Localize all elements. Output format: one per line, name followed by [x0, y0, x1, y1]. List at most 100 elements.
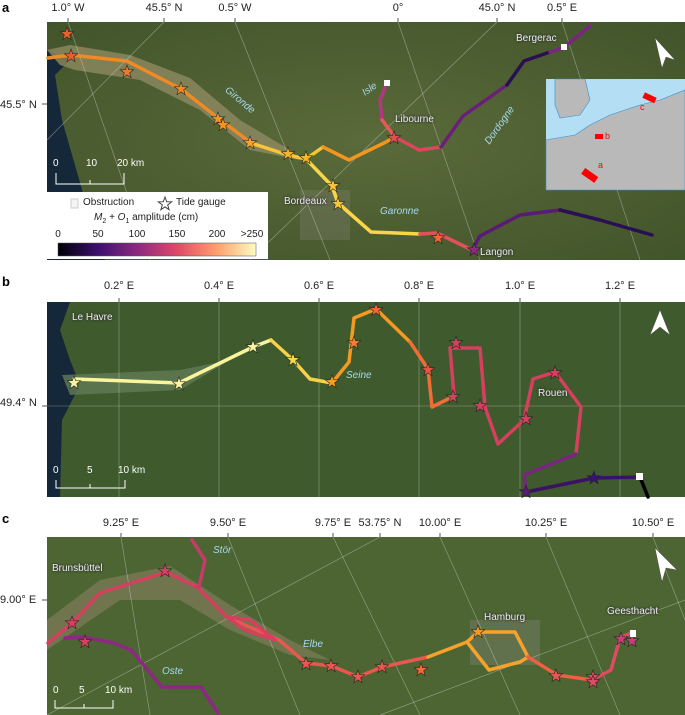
x-tick-b-2: 0.6° E	[303, 280, 335, 292]
tide-gauge-star	[445, 389, 461, 404]
tide-gauge-star	[330, 196, 346, 211]
x-tick-b-1: 0.4° E	[203, 280, 235, 292]
graticule-line	[379, 599, 685, 715]
sea-b	[47, 302, 80, 497]
river-segment	[269, 338, 334, 385]
tide-gauge-star	[285, 352, 301, 367]
river-segment	[470, 208, 562, 252]
colorbar-tick-50: 50	[92, 229, 104, 240]
x-tick-c-3: 53.75° N	[358, 517, 402, 529]
x-tick-a-1: 45.5° N	[145, 2, 183, 14]
x-tick-a-3: 0°	[392, 2, 404, 14]
north-arrow-icon-c	[654, 547, 678, 583]
x-tick-b-0: 0.2° E	[103, 280, 135, 292]
scale-b-0: 0	[53, 465, 59, 476]
tide-gauge-star-icon	[156, 195, 174, 211]
x-tick-a-4: 45.0° N	[478, 2, 516, 14]
river-segment	[190, 538, 207, 589]
x-tick-a-0: 1.0° W	[51, 2, 85, 14]
place-geesthacht: Geesthacht	[607, 606, 659, 617]
tide-gauge-star	[210, 111, 226, 126]
x-tick-c-5: 10.25° E	[524, 517, 568, 529]
panel-label-a: a	[2, 0, 10, 15]
tide-gauge-star	[548, 668, 564, 683]
colorbar	[57, 242, 257, 257]
scale-c-10: 10 km	[105, 685, 133, 696]
graticule-line	[46, 21, 165, 141]
scale-a-10: 10	[86, 158, 98, 169]
river-label-elbe: Elbe	[303, 639, 324, 650]
tide-gauge-star	[518, 484, 534, 499]
river-segment	[321, 135, 397, 162]
scale-c-5: 5	[79, 685, 85, 696]
graticule-line	[332, 536, 421, 715]
y-tick-c-0: 9.00° E	[0, 594, 37, 606]
tide-gauge-star	[66, 375, 82, 390]
x-tick-b-3: 0.8° E	[403, 280, 435, 292]
legend-colorbar-title: M2 + O1 amplitude (cm)	[94, 212, 199, 225]
inset-label-a: a	[598, 160, 604, 170]
river-segment	[505, 50, 552, 87]
graticule-line	[397, 21, 481, 261]
map-c-background	[47, 537, 685, 715]
north-arrow-icon-b	[649, 309, 671, 336]
tide-gauge-star	[386, 130, 402, 145]
graticule-line	[439, 536, 521, 715]
colorbar-tick-100: 100	[128, 229, 146, 240]
scale-bar-b	[55, 480, 126, 489]
place-langon: Langon	[480, 247, 514, 258]
river-label-oste: Oste	[162, 666, 184, 677]
river-segment	[638, 475, 650, 499]
river-label-garonne: Garonne	[380, 206, 419, 217]
y-tick-b-0: 49.4° N	[0, 397, 37, 409]
graticule-line	[249, 21, 498, 261]
place-libourne: Libourne	[395, 114, 434, 125]
place-le-havre: Le Havre	[72, 312, 113, 323]
tide-gauge-star	[413, 662, 429, 677]
x-tick-c-2: 9.75° E	[314, 517, 352, 529]
obstruction-seine	[636, 473, 643, 480]
tide-gauge-star	[585, 674, 601, 689]
river-segment	[448, 346, 583, 456]
x-tick-b-5: 1.2° E	[604, 280, 636, 292]
graticule-line	[46, 536, 381, 715]
tide-gauge-star	[171, 376, 187, 391]
scale-b-10: 10 km	[118, 465, 146, 476]
x-tick-a-2: 0.5° W	[218, 2, 252, 14]
river-segment	[378, 83, 388, 122]
tide-gauge-star	[430, 230, 446, 245]
obstruction-elbe	[630, 630, 636, 637]
inset-uk	[554, 78, 591, 119]
tide-gauge-star	[420, 362, 436, 377]
river-label-stoer: Stör	[213, 545, 232, 556]
river-segment	[465, 640, 530, 672]
x-tick-c-6: 10.50° E	[631, 517, 675, 529]
tide-gauge-star	[374, 659, 390, 674]
tide-gauge-star	[346, 335, 362, 350]
place-brunsbuettel: Brunsbüttel	[52, 563, 103, 574]
tide-gauge-star	[119, 64, 135, 79]
river-segment	[225, 615, 277, 642]
legend	[47, 192, 268, 259]
obstruction-bergerac	[561, 44, 567, 50]
scale-a-0: 0	[53, 158, 59, 169]
panel-label-b: b	[2, 274, 10, 289]
tide-gauge-star	[547, 365, 563, 380]
river-segment	[46, 570, 229, 645]
tide-gauge-star	[298, 150, 314, 165]
tide-gauge-star	[64, 615, 80, 630]
place-bergerac: Bergerac	[516, 33, 557, 44]
tide-gauge-star	[624, 633, 640, 648]
colorbar-tick-0: 0	[55, 229, 61, 240]
x-tick-b-4: 1.0° E	[504, 280, 536, 292]
graticule-line	[652, 536, 685, 621]
tide-gauge-star	[613, 631, 629, 646]
river-segment	[72, 338, 273, 385]
colorbar-tick-250: >250	[240, 229, 264, 240]
tide-gauge-star	[63, 48, 79, 63]
north-arrow-icon-a	[654, 37, 676, 69]
river-segment	[558, 208, 654, 237]
river-segment	[408, 340, 456, 409]
inset-land	[545, 89, 685, 191]
